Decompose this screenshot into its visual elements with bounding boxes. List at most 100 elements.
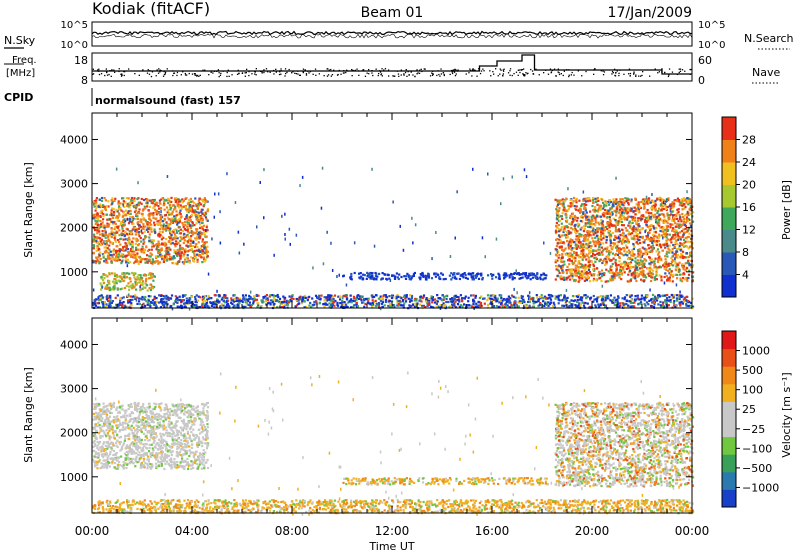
data-point [527,295,529,297]
freq-unit-label: [MHz] [6,68,35,79]
data-point [610,279,612,281]
data-point [433,272,435,274]
data-point [113,254,115,256]
data-point [678,211,680,213]
data-point [605,241,607,243]
data-point [400,276,402,278]
nave-point [200,75,201,76]
nave-point [246,72,247,73]
data-point [647,251,649,253]
nave-point [385,68,386,69]
data-point [140,218,142,220]
data-point [639,254,641,256]
data-point [626,268,628,270]
data-point [207,255,209,257]
data-point [585,254,587,256]
data-point [626,247,628,249]
data-point [116,254,118,256]
nave-point [185,73,186,74]
data-point [168,212,170,214]
data-point [151,241,153,243]
nave-point [189,73,190,74]
data-point [397,276,399,278]
data-point [149,287,151,289]
data-point [587,239,589,241]
data-point [201,222,203,224]
data-point [686,218,688,220]
data-point [111,229,113,231]
data-point [660,266,662,268]
data-point [117,219,119,221]
data-point [639,248,641,250]
data-point [597,231,599,233]
data-point [679,223,681,225]
nave-point [495,68,496,69]
data-point [116,276,118,278]
data-point [627,225,629,227]
data-point [655,231,657,233]
data-point [627,209,629,211]
data-point [202,209,204,211]
data-point [538,300,540,302]
nave-point [677,74,678,75]
data-point [604,200,606,202]
data-point [594,261,596,263]
data-point [581,256,583,258]
data-point [600,239,602,241]
data-point [562,257,564,259]
data-point [111,236,113,238]
nave-point [502,75,503,76]
nave-point [378,73,379,74]
data-point [165,243,167,245]
data-point [113,278,115,280]
data-point [155,218,157,220]
data-point [550,299,552,301]
data-point [672,264,674,266]
data-point [555,208,557,210]
data-point [205,200,207,202]
data-point [102,279,104,281]
nave-point [398,76,399,77]
data-point [677,234,679,236]
data-point [517,301,519,303]
nave-point [408,71,409,72]
data-point [651,251,653,253]
data-point [169,258,171,260]
data-point [194,296,196,298]
data-point [663,208,665,210]
data-point [139,289,141,291]
nave-point [313,74,314,75]
data-point [101,200,103,202]
data-point [138,263,140,265]
data-point [648,275,650,277]
data-point [602,208,604,210]
data-point [203,245,205,247]
data-point [660,246,662,248]
data-point [627,211,629,213]
data-point [450,278,452,280]
data-point [558,199,560,201]
nave-point [329,70,330,71]
data-point [653,248,655,250]
nave-point [263,69,264,70]
data-point [584,207,586,209]
data-point [119,259,121,261]
data-point [558,270,560,272]
data-point [577,238,579,240]
nave-point [355,70,356,71]
nave-point [406,69,407,70]
data-point [146,258,148,260]
data-point [576,205,578,207]
nave-point [202,70,203,71]
data-point [629,270,631,272]
nave-point [119,68,120,69]
data-point [611,272,613,274]
data-point [562,205,564,207]
data-point [133,276,135,278]
data-point [144,226,146,228]
data-point [644,305,646,307]
data-point [107,236,109,238]
nave-point [300,75,301,76]
data-point [627,265,629,267]
data-point [113,281,115,283]
